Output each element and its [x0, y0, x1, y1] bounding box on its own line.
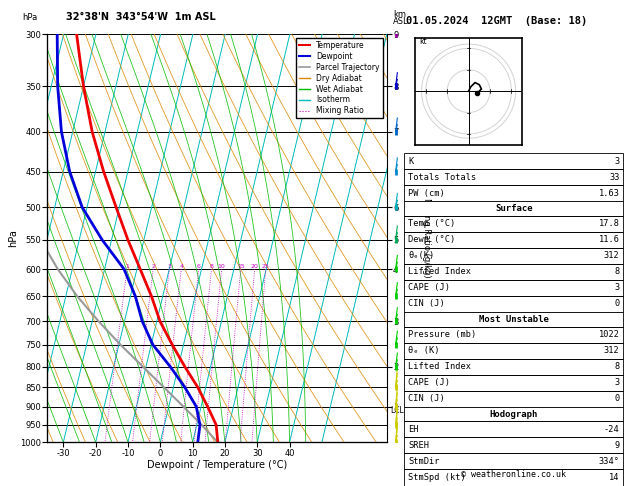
Text: ASL: ASL	[393, 17, 409, 26]
Text: 9: 9	[615, 441, 620, 450]
Text: 2: 2	[151, 264, 155, 269]
Text: Temp (°C): Temp (°C)	[408, 219, 455, 228]
Text: Totals Totals: Totals Totals	[408, 173, 477, 182]
Text: 8: 8	[209, 264, 213, 269]
Text: 4: 4	[179, 264, 183, 269]
Text: Pressure (mb): Pressure (mb)	[408, 330, 477, 339]
Text: StmSpd (kt): StmSpd (kt)	[408, 473, 466, 482]
Text: LCL: LCL	[390, 406, 404, 415]
Text: CIN (J): CIN (J)	[408, 394, 445, 403]
Text: 8: 8	[615, 362, 620, 371]
Text: 3: 3	[615, 156, 620, 166]
Text: 14: 14	[609, 473, 620, 482]
Text: Dewp (°C): Dewp (°C)	[408, 235, 455, 244]
Text: © weatheronline.co.uk: © weatheronline.co.uk	[462, 469, 566, 479]
Text: 3: 3	[167, 264, 172, 269]
Text: K: K	[408, 156, 413, 166]
Text: 3: 3	[615, 283, 620, 293]
Text: 15: 15	[237, 264, 245, 269]
X-axis label: Dewpoint / Temperature (°C): Dewpoint / Temperature (°C)	[147, 460, 287, 470]
Text: 312: 312	[604, 346, 620, 355]
Text: 3: 3	[615, 378, 620, 387]
Text: CIN (J): CIN (J)	[408, 299, 445, 309]
Text: 0: 0	[615, 394, 620, 403]
Text: 6: 6	[197, 264, 201, 269]
Text: 10: 10	[218, 264, 226, 269]
Text: θₑ(K): θₑ(K)	[408, 251, 435, 260]
Text: 1: 1	[125, 264, 129, 269]
Text: 32°38'N  343°54'W  1m ASL: 32°38'N 343°54'W 1m ASL	[66, 12, 216, 22]
Text: PW (cm): PW (cm)	[408, 189, 445, 198]
Text: EH: EH	[408, 425, 419, 434]
Text: Surface: Surface	[495, 204, 533, 213]
Text: 33: 33	[609, 173, 620, 182]
Text: Most Unstable: Most Unstable	[479, 315, 549, 324]
Text: θₑ (K): θₑ (K)	[408, 346, 440, 355]
Text: 01.05.2024  12GMT  (Base: 18): 01.05.2024 12GMT (Base: 18)	[406, 16, 587, 26]
Text: 312: 312	[604, 251, 620, 260]
Text: -24: -24	[604, 425, 620, 434]
Y-axis label: hPa: hPa	[9, 229, 18, 247]
Text: 1.63: 1.63	[599, 189, 620, 198]
Text: km: km	[393, 10, 406, 19]
Text: kt: kt	[420, 37, 427, 46]
Text: 20: 20	[251, 264, 259, 269]
Text: StmDir: StmDir	[408, 457, 440, 466]
Text: Lifted Index: Lifted Index	[408, 267, 471, 277]
Text: CAPE (J): CAPE (J)	[408, 283, 450, 293]
Text: 334°: 334°	[599, 457, 620, 466]
Legend: Temperature, Dewpoint, Parcel Trajectory, Dry Adiabat, Wet Adiabat, Isotherm, Mi: Temperature, Dewpoint, Parcel Trajectory…	[296, 38, 383, 119]
Text: 25: 25	[262, 264, 270, 269]
Text: 17.8: 17.8	[599, 219, 620, 228]
Text: CAPE (J): CAPE (J)	[408, 378, 450, 387]
Text: 11.6: 11.6	[599, 235, 620, 244]
Text: 0: 0	[615, 299, 620, 309]
Y-axis label: Mixing Ratio (g/kg): Mixing Ratio (g/kg)	[421, 198, 431, 278]
Text: 1022: 1022	[599, 330, 620, 339]
Text: 8: 8	[615, 267, 620, 277]
Text: Lifted Index: Lifted Index	[408, 362, 471, 371]
Text: hPa: hPa	[22, 13, 37, 22]
Text: SREH: SREH	[408, 441, 429, 450]
Text: Hodograph: Hodograph	[490, 410, 538, 418]
